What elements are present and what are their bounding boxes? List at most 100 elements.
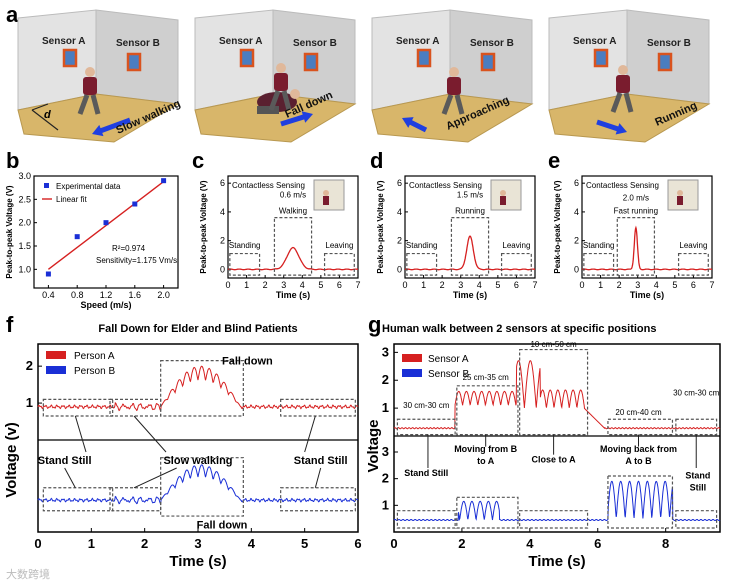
- y-tick-label: 2: [26, 358, 33, 373]
- action-label-3: Moving back from: [600, 444, 677, 454]
- person-leg-right: [90, 94, 101, 115]
- y-axis-label: Peak-to-peak Voltage (V): [376, 180, 385, 274]
- y-tick-label-top: 2: [382, 372, 389, 387]
- inset-photo: [313, 179, 345, 211]
- action-label-1: Moving from B: [454, 444, 517, 454]
- x-tick-label: 3: [458, 280, 463, 290]
- x-tick-label: 7: [709, 280, 714, 290]
- annotation-arrow: [133, 415, 167, 453]
- person-leg-right: [623, 92, 634, 113]
- action-label-3: A to B: [625, 456, 652, 466]
- chart-title: Contactless Sensing: [586, 181, 659, 190]
- legend-person-b: Person B: [74, 366, 115, 377]
- trace-person-a: [37, 365, 359, 412]
- x-tick-label: 2: [440, 280, 445, 290]
- x-tick-label: 0: [579, 280, 584, 290]
- chart-title: Contactless Sensing: [232, 181, 305, 190]
- trace-sensor-b: [393, 480, 721, 521]
- position-label-0: 30 cm-30 cm: [403, 401, 450, 410]
- person-head: [85, 67, 95, 77]
- direction-arrow-head: [615, 123, 627, 135]
- x-tick-label: 4: [300, 280, 305, 290]
- sensor-b-frame: [480, 52, 496, 72]
- x-tick-label: 2: [141, 536, 148, 551]
- chart-c: 0 1 2 3 4 5 6 7 0 2 4 6 Time (s) Peak-to-peak Voltage…: [199, 175, 361, 300]
- box-top-0: [42, 398, 114, 417]
- annotation-arrow: [74, 415, 87, 453]
- sensor-a-label: Sensor A: [396, 36, 440, 47]
- data-point: [45, 271, 51, 277]
- x-axis-label: Time (s): [528, 553, 585, 570]
- box-bottom-0: [42, 487, 114, 512]
- x-tick-label: 4: [477, 280, 482, 290]
- x-tick-label: 6: [691, 280, 696, 290]
- box-bottom-4: [675, 510, 718, 529]
- y-tick-label: 1.0: [18, 264, 31, 274]
- x-tick-label: 2.0: [157, 290, 170, 300]
- y-tick-label: 1.5: [18, 241, 31, 251]
- panel-label-g: g: [368, 312, 381, 337]
- box-top-3: [607, 418, 674, 436]
- sensor-a-frame: [62, 48, 78, 68]
- box-fall-bottom: [160, 457, 244, 517]
- trace-person-b: [37, 464, 359, 505]
- sensor-a-frame: [239, 48, 255, 68]
- x-tick-label: 4: [654, 280, 659, 290]
- label-standing: Standing: [229, 241, 261, 250]
- label-fall-down-top: Fall down: [222, 355, 273, 367]
- plot-frame: [227, 175, 359, 279]
- inset-photo: [490, 179, 522, 211]
- x-tick-label: 0.4: [42, 290, 55, 300]
- label-standing: Standing: [583, 241, 615, 250]
- sensor-b-frame: [126, 52, 142, 72]
- y-axis-label: Voltage: [365, 419, 382, 472]
- y-tick-label: 2: [220, 236, 225, 246]
- y-tick-label: 0: [220, 264, 225, 274]
- box-bottom-1: [456, 496, 519, 529]
- y-axis-label: Voltage (v): [3, 422, 20, 498]
- x-axis-label: Time (s): [169, 553, 226, 570]
- floor: [371, 93, 534, 143]
- legend-linear-fit: Linear fit: [56, 195, 87, 204]
- label-fall-down-bottom: Fall down: [197, 519, 248, 531]
- floor: [194, 93, 357, 143]
- panel-label-e: e: [548, 148, 560, 173]
- legend-marker-b: [46, 366, 66, 374]
- legend-person-a: Person A: [74, 351, 115, 362]
- x-tick-label: 1.2: [100, 290, 113, 300]
- x-tick-label: 4: [248, 536, 256, 551]
- data-point: [132, 201, 138, 207]
- position-label-4: 30 cm-30 cm: [673, 389, 720, 398]
- person-fallen-head: [290, 89, 300, 99]
- sensor-a-frame: [416, 48, 432, 68]
- box-standing: [583, 252, 615, 276]
- x-tick-label: 3: [194, 536, 201, 551]
- y-tick-label-top: 3: [382, 344, 389, 359]
- sensor-a-label: Sensor A: [42, 36, 86, 47]
- position-label-3: 20 cm-40 cm: [615, 408, 662, 417]
- box-peak: [616, 217, 656, 276]
- chart-f: Fall Down for Elder and Blind Patients 0 1…: [3, 323, 362, 570]
- data-point: [103, 220, 109, 226]
- y-tick-label: 6: [220, 178, 225, 188]
- box-bottom-2: [280, 487, 356, 512]
- action-label-1: to A: [477, 456, 495, 466]
- plot-frame: [33, 175, 179, 289]
- x-tick-label: 0.8: [71, 290, 84, 300]
- x-tick-label: 3: [281, 280, 286, 290]
- y-tick-label: 6: [574, 178, 579, 188]
- chart-e: 0 1 2 3 4 5 6 7 0 2 4 6 Time (s) Peak-to-peak Voltage…: [553, 175, 715, 300]
- box-leaving: [500, 252, 532, 276]
- x-axis-label: Time (s): [453, 290, 487, 300]
- distance-line: [31, 109, 59, 131]
- sensitivity: Sensitivity=1.175 Vm/s: [96, 256, 177, 265]
- data-point: [74, 234, 80, 240]
- sensor-a-label: Sensor A: [573, 36, 617, 47]
- box-top-4: [675, 418, 718, 436]
- person-leg-right: [281, 90, 292, 111]
- y-axis-label: Peak-to-peak Voltage (V): [199, 180, 208, 274]
- person-fallen-legs: [257, 106, 279, 114]
- back-wall-left: [548, 9, 628, 111]
- y-tick-label: 1: [26, 395, 33, 410]
